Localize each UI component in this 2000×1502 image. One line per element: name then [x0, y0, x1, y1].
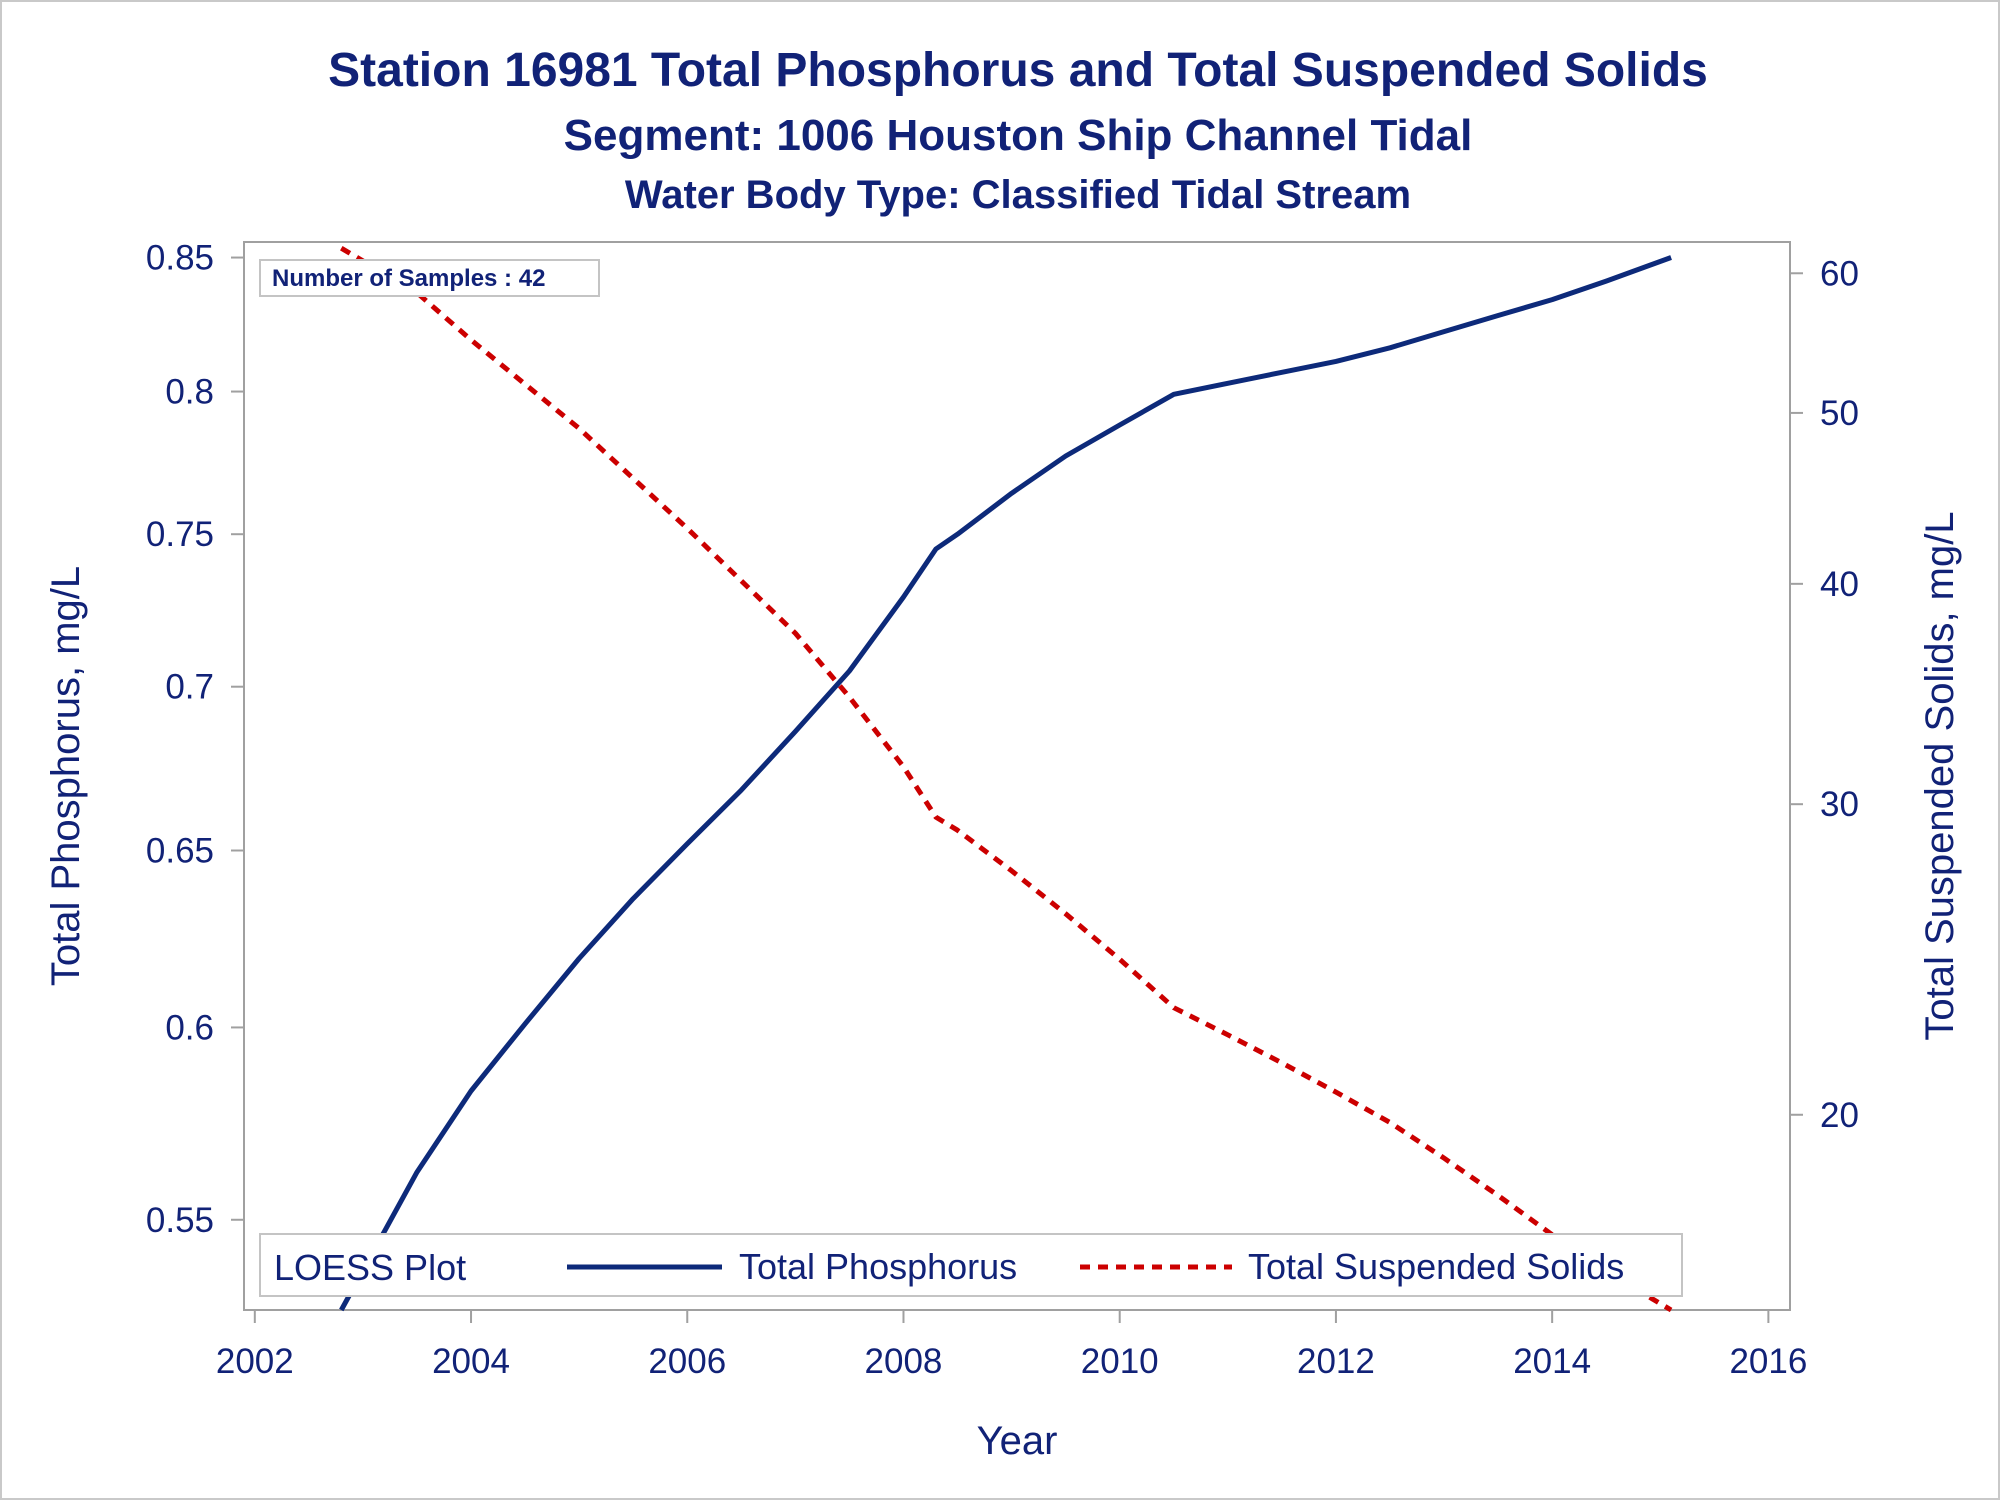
- y-left-tick-label: 0.85: [146, 239, 214, 278]
- series-layer: [339, 246, 1673, 1313]
- y-left-tick-label: 0.65: [146, 832, 214, 871]
- plot-area: [243, 241, 1791, 1311]
- x-tick-label: 2008: [865, 1342, 943, 1381]
- x-tick-label: 2014: [1513, 1342, 1591, 1381]
- chart-subtitle-segment: Segment: 1006 Houston Ship Channel Tidal: [564, 111, 1473, 160]
- x-tick-label: 2004: [432, 1342, 510, 1381]
- y-right-tick-label: 50: [1820, 394, 1859, 433]
- legend-box: [259, 1233, 1683, 1297]
- y-left-tick-label: 0.8: [165, 373, 214, 412]
- y-left-axis-label: Total Phosphorus, mg/L: [44, 566, 88, 986]
- y-left-tick-label: 0.75: [146, 515, 214, 554]
- legend-label-tss: Total Suspended Solids: [1248, 1246, 1624, 1287]
- sample-count-text: Number of Samples : 42: [272, 265, 545, 292]
- chart-subtitle-waterbody: Water Body Type: Classified Tidal Stream: [625, 173, 1411, 217]
- x-axis-label: Year: [977, 1419, 1058, 1463]
- y-right-axis: 20 30 40 50 60: [1790, 254, 1859, 1135]
- series-line-total-suspended-solids: [340, 246, 1673, 1313]
- x-tick-label: 2010: [1081, 1342, 1159, 1381]
- x-axis: 2002 2004 2006 2008 2010 2012 2014 2016: [216, 1310, 1807, 1381]
- x-tick-label: 2002: [216, 1342, 294, 1381]
- chart-title: Station 16981 Total Phosphorus and Total…: [328, 44, 1708, 97]
- y-left-tick-label: 0.7: [165, 668, 214, 707]
- y-left-tick-label: 0.6: [165, 1008, 214, 1047]
- y-right-tick-label: 20: [1820, 1096, 1859, 1135]
- legend-label-phosphorus: Total Phosphorus: [739, 1246, 1017, 1287]
- legend-title: LOESS Plot: [274, 1247, 466, 1288]
- y-right-tick-label: 60: [1820, 254, 1859, 293]
- x-tick-label: 2006: [648, 1342, 726, 1381]
- y-right-tick-label: 40: [1820, 565, 1859, 604]
- y-left-tick-label: 0.55: [146, 1201, 214, 1240]
- x-tick-label: 2012: [1297, 1342, 1375, 1381]
- series-line-total-phosphorus: [339, 255, 1672, 1312]
- y-right-tick-label: 30: [1820, 785, 1859, 824]
- sample-count-box: [259, 259, 600, 297]
- y-right-axis-label: Total Suspended Solids, mg/L: [1918, 511, 1962, 1040]
- y-left-axis: 0.55 0.6 0.65 0.7 0.75 0.8 0.85: [146, 239, 244, 1240]
- x-tick-label: 2016: [1729, 1342, 1807, 1381]
